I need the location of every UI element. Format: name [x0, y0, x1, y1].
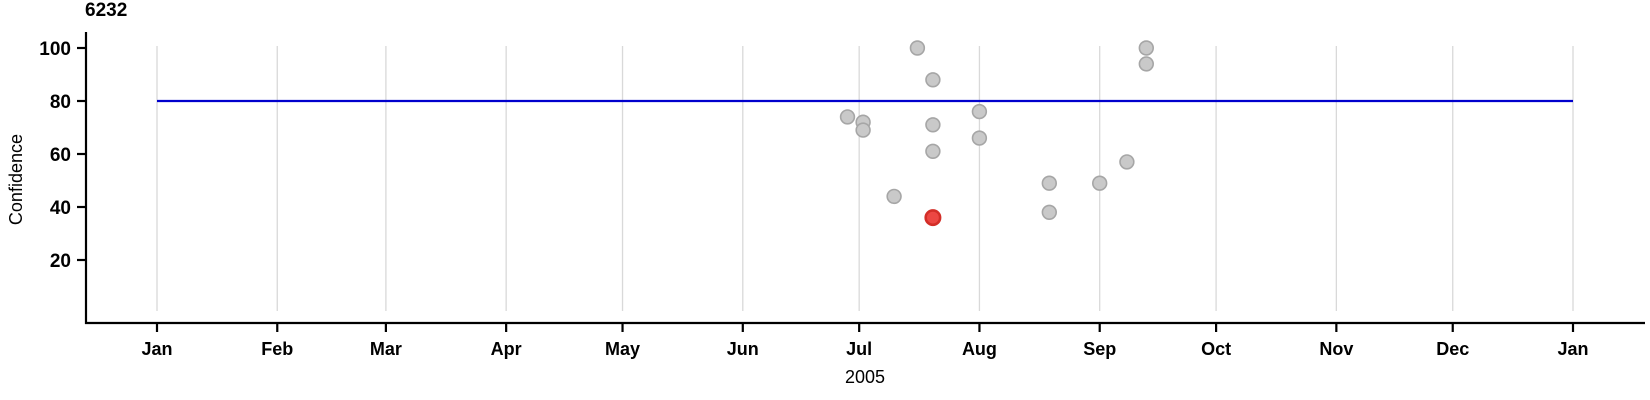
data-point[interactable]: [971, 103, 988, 120]
y-tick-label: 60: [50, 145, 71, 166]
y-tick-label: 100: [39, 39, 71, 60]
x-tick-label: Jun: [727, 339, 759, 359]
data-point[interactable]: [1041, 204, 1058, 221]
x-tick-label: Jul: [846, 339, 872, 359]
chart-title: 6232: [85, 0, 128, 21]
data-point[interactable]: [1041, 175, 1058, 191]
x-tick-label: Aug: [962, 339, 997, 359]
x-tick-label: Mar: [370, 339, 402, 359]
y-tick-label: 80: [50, 92, 71, 113]
data-point[interactable]: [886, 188, 902, 205]
data-point[interactable]: [925, 143, 941, 160]
x-tick-label: May: [605, 339, 640, 359]
selected-data-point[interactable]: [924, 209, 942, 227]
x-tick-label: Feb: [261, 339, 293, 359]
data-point[interactable]: [839, 109, 856, 125]
x-tick-label: Nov: [1319, 339, 1353, 359]
x-tick-label: Sep: [1083, 339, 1116, 359]
x-axis-title: 2005: [844, 367, 886, 387]
data-point[interactable]: [925, 117, 941, 133]
x-tick-label: Jan: [1557, 339, 1588, 359]
data-point[interactable]: [1119, 154, 1135, 170]
y-tick-label: 20: [50, 251, 71, 272]
data-point[interactable]: [925, 72, 941, 88]
data-point[interactable]: [1138, 56, 1155, 72]
data-point[interactable]: [909, 40, 926, 56]
y-tick-label: 40: [50, 198, 71, 219]
x-tick-label: Oct: [1201, 339, 1231, 359]
x-tick-label: Dec: [1436, 339, 1469, 359]
data-point[interactable]: [971, 130, 988, 146]
data-point[interactable]: [1138, 40, 1155, 56]
data-point[interactable]: [855, 122, 871, 138]
x-tick-label: Jan: [141, 339, 172, 359]
x-tick-label: Apr: [491, 339, 522, 359]
data-point[interactable]: [1091, 175, 1108, 191]
